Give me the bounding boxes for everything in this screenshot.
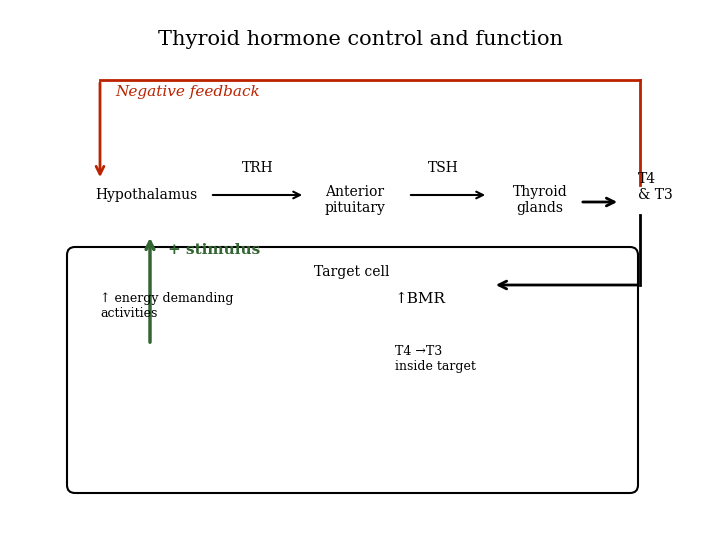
Text: TSH: TSH bbox=[428, 161, 459, 175]
Text: TRH: TRH bbox=[242, 161, 274, 175]
Text: ↑ energy demanding
activities: ↑ energy demanding activities bbox=[100, 292, 233, 320]
Text: Target cell: Target cell bbox=[314, 265, 390, 279]
Text: Anterior
pituitary: Anterior pituitary bbox=[325, 185, 385, 215]
Text: T4
& T3: T4 & T3 bbox=[638, 172, 672, 202]
FancyBboxPatch shape bbox=[67, 247, 638, 493]
Text: Negative feedback: Negative feedback bbox=[115, 85, 260, 99]
Text: + stimulus: + stimulus bbox=[168, 243, 260, 257]
Text: Thyroid hormone control and function: Thyroid hormone control and function bbox=[158, 30, 562, 49]
Text: Thyroid
glands: Thyroid glands bbox=[513, 185, 567, 215]
Text: ↑BMR: ↑BMR bbox=[395, 292, 446, 306]
Text: T4 →T3
inside target: T4 →T3 inside target bbox=[395, 345, 476, 373]
Text: Hypothalamus: Hypothalamus bbox=[95, 188, 197, 202]
